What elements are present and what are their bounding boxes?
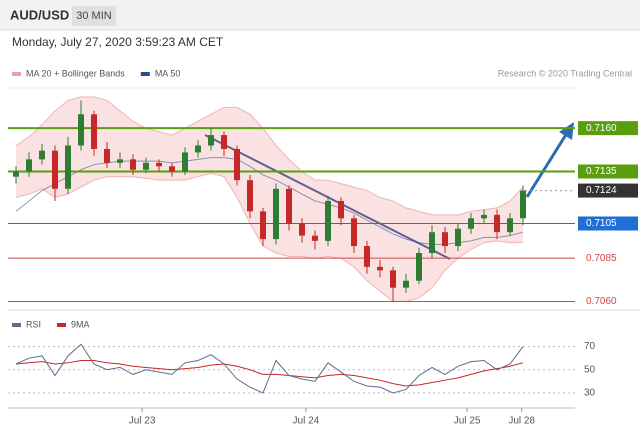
candle-body (312, 235, 318, 241)
rsi-legend-swatch (57, 323, 67, 327)
candle-body (52, 150, 58, 189)
rsi-tick-label: 30 (584, 388, 596, 399)
candle-body (468, 218, 474, 229)
candle-body (195, 145, 201, 153)
candle-body (351, 218, 357, 247)
x-tick-label: Jul 24 (293, 416, 320, 427)
candle-body (507, 218, 513, 233)
candle-body (104, 148, 110, 163)
candle-body (260, 211, 266, 240)
candle-body (182, 152, 188, 172)
rsi-legend-label: 9MA (71, 319, 90, 329)
arrow-head (559, 122, 574, 140)
candle-body (481, 214, 487, 219)
rsi-legend-swatch (12, 323, 21, 327)
level-label: 0.7160 (586, 123, 617, 134)
legend-label: MA 50 (155, 68, 181, 78)
bollinger-lower (15, 172, 523, 303)
level-label: 0.7124 (586, 185, 617, 196)
rsi-ma-line (15, 359, 524, 387)
candle-body (156, 162, 162, 167)
candle-body (208, 135, 214, 146)
ma50-line (15, 157, 524, 245)
timestamp: Monday, July 27, 2020 3:59:23 AM CET (12, 35, 224, 49)
candle-body (416, 252, 422, 281)
candle-body (390, 270, 396, 288)
candle-body (143, 162, 149, 170)
candle-body (221, 135, 227, 149)
candle-body (234, 148, 240, 181)
candle-body (442, 232, 448, 247)
candle-body (169, 166, 175, 172)
rsi-tick-label: 70 (584, 341, 596, 352)
candle-body (39, 150, 45, 160)
candle-body (91, 114, 97, 149)
candle-body (65, 145, 71, 189)
x-tick-label: Jul 25 (454, 416, 481, 427)
credit: Research © 2020 Trading Central (498, 68, 632, 78)
rsi-tick-label: 50 (584, 364, 596, 375)
candle-body (78, 114, 84, 146)
candle-body (455, 228, 461, 247)
bollinger-fill (16, 96, 523, 302)
level-label: 0.7060 (586, 296, 617, 307)
legend-swatch (12, 72, 21, 76)
x-tick-label: Jul 23 (129, 416, 156, 427)
symbol: AUD/USD (10, 7, 69, 22)
x-tick-label: Jul 28 (508, 416, 535, 427)
candle-body (364, 246, 370, 267)
timeframe: 30 MIN (76, 10, 112, 22)
candle-body (520, 190, 526, 219)
level-label-box (578, 216, 638, 231)
candle-body (247, 180, 253, 212)
candle-body (494, 214, 500, 233)
candle-body (403, 280, 409, 288)
rsi-legend-label: RSI (26, 319, 41, 329)
timeframe-box (72, 6, 116, 26)
candle-body (13, 171, 19, 177)
level-label: 0.7135 (586, 166, 617, 177)
legend-label: MA 20 + Bollinger Bands (26, 68, 125, 78)
candle-body (130, 159, 136, 170)
candle-body (273, 188, 279, 240)
level-label-box (578, 121, 638, 136)
level-label-box (578, 183, 638, 198)
candle-body (377, 266, 383, 271)
arrow-shaft (525, 132, 569, 198)
level-label: 0.7085 (586, 253, 617, 264)
candle-body (26, 159, 32, 172)
candle-body (299, 223, 305, 236)
bollinger-upper (15, 96, 524, 216)
rsi-line (15, 343, 524, 394)
candle-body (117, 159, 123, 163)
legend-swatch (140, 72, 150, 76)
candle-body (338, 200, 344, 219)
candle-body (325, 200, 331, 241)
level-label-box (578, 164, 638, 179)
candle-body (429, 232, 435, 253)
candle-body (286, 188, 292, 224)
level-label: 0.7105 (586, 218, 617, 229)
